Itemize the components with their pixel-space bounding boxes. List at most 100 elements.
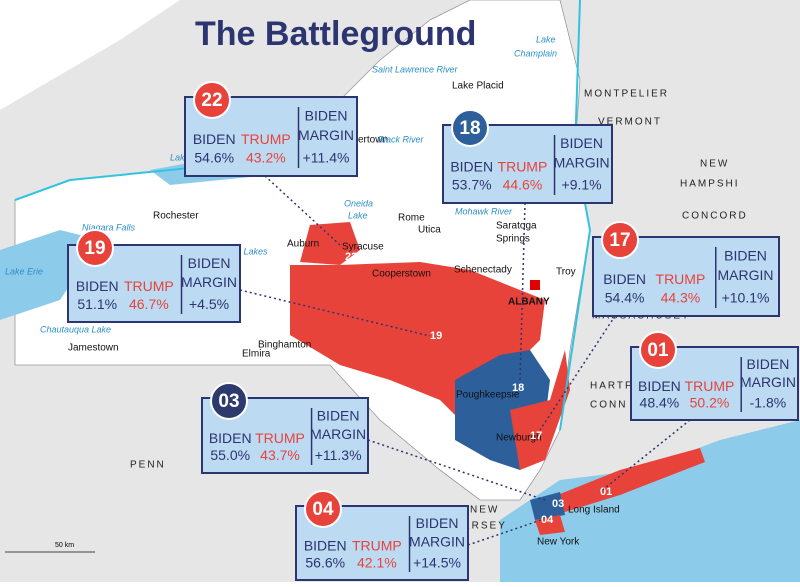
biden-margin: -1.8% <box>750 395 787 411</box>
place-label: Auburn <box>287 239 319 250</box>
title: The Battleground <box>195 15 476 53</box>
margin-label: BIDEN <box>188 255 231 271</box>
place-label: MONTPELIER <box>584 89 669 100</box>
leader-line <box>599 419 691 493</box>
place-label: ertown <box>358 135 388 146</box>
water-label: Lake <box>170 152 190 162</box>
place-label: ERSEY <box>463 521 507 532</box>
biden-share: 55.0% <box>210 447 250 463</box>
margin-label: MARGIN <box>718 267 774 283</box>
water-label: Black River <box>378 134 425 144</box>
district-number: 18 <box>459 118 480 139</box>
biden-margin: +4.5% <box>189 296 229 312</box>
biden-label: BIDEN <box>304 537 347 553</box>
district-04 <box>535 515 565 535</box>
biden-label: BIDEN <box>638 378 681 394</box>
leader-line <box>264 175 341 246</box>
trump-share: 42.1% <box>357 554 397 570</box>
district-map-number: 03 <box>552 498 564 510</box>
district-badge <box>76 229 114 267</box>
place-label: PENN <box>130 460 166 471</box>
margin-label: BIDEN <box>747 356 790 372</box>
district-number: 22 <box>201 90 222 111</box>
water-label: Champlain <box>514 48 557 58</box>
margin-label: BIDEN <box>560 135 603 151</box>
margin-label: MARGIN <box>181 274 237 290</box>
biden-label: BIDEN <box>193 131 236 147</box>
biden-share: 56.6% <box>305 554 345 570</box>
district-map-number: 01 <box>600 486 612 498</box>
biden-label: BIDEN <box>450 159 493 175</box>
biden-label: BIDEN <box>76 278 119 294</box>
place-label: VERMONT <box>598 117 662 128</box>
biden-margin: +10.1% <box>722 289 770 305</box>
biden-margin: +11.3% <box>315 447 362 463</box>
place-label: Poughkeepsie <box>456 390 520 401</box>
district-number: 04 <box>312 499 334 520</box>
biden-margin: +14.5% <box>413 554 461 570</box>
district-map-number: 22 <box>345 251 357 263</box>
district-map-number: 04 <box>541 514 554 526</box>
place-label: Utica <box>418 225 441 236</box>
margin-label: BIDEN <box>317 407 360 423</box>
district-17 <box>510 350 570 470</box>
place-label: CONCORD <box>682 211 748 222</box>
district-badge <box>639 331 677 369</box>
water-label: Oneida <box>344 198 373 208</box>
district-03 <box>530 492 565 520</box>
place-label: NEW <box>470 505 499 516</box>
district-badge <box>304 490 342 528</box>
trump-label: TRUMP <box>685 378 735 394</box>
district-badge <box>601 221 639 259</box>
margin-label: MARGIN <box>409 534 465 550</box>
district-map-number: 18 <box>512 382 524 394</box>
place-label: Schenectady <box>454 265 512 276</box>
trump-label: TRUMP <box>498 159 548 175</box>
water-label: r Lakes <box>238 246 268 256</box>
water-label: Mohawk River <box>455 206 513 216</box>
place-label: HAMPSHI <box>680 179 740 190</box>
margin-label: BIDEN <box>416 515 459 531</box>
place-label: Lake Placid <box>452 81 504 92</box>
district-number: 01 <box>647 340 669 361</box>
place-label: CONN <box>590 400 627 411</box>
place-label: New York <box>537 537 580 548</box>
trump-label: TRUMP <box>124 278 174 294</box>
place-label: Syracuse <box>342 242 384 253</box>
biden-share: 53.7% <box>452 177 492 193</box>
place-label: Newburgh <box>496 433 542 444</box>
trump-share: 43.7% <box>260 447 300 463</box>
trump-label: TRUMP <box>352 537 402 553</box>
district-22 <box>300 222 360 265</box>
water-label: Chautauqua Lake <box>40 324 111 334</box>
district-number: 19 <box>84 238 105 259</box>
water-label: Lake <box>348 210 368 220</box>
biden-share: 54.4% <box>605 289 645 305</box>
water-label: Saint Lawrence River <box>372 64 459 74</box>
margin-label: MARGIN <box>554 155 610 171</box>
capital-marker <box>530 280 540 290</box>
biden-share: 51.1% <box>77 296 117 312</box>
district-number: 03 <box>218 391 239 412</box>
district-badge <box>210 382 248 420</box>
district-badge <box>193 81 231 119</box>
place-label: HARTFORD <box>590 381 661 392</box>
place-label: Jamestown <box>68 343 119 354</box>
place-label: Saratoga <box>496 221 537 232</box>
trump-share: 44.3% <box>661 289 701 305</box>
district-badge <box>451 109 489 147</box>
margin-label: BIDEN <box>724 247 767 263</box>
water-label: Niagara Falls <box>82 222 136 232</box>
margin-label: MARGIN <box>310 426 366 442</box>
margin-label: MARGIN <box>740 374 796 390</box>
margin-label: BIDEN <box>305 107 348 123</box>
trump-label: TRUMP <box>241 131 291 147</box>
trump-share: 46.7% <box>129 296 169 312</box>
trump-label: TRUMP <box>255 430 305 446</box>
biden-label: BIDEN <box>209 430 252 446</box>
margin-label: MARGIN <box>298 127 354 143</box>
canada-land <box>0 0 180 110</box>
water-label: Lake <box>536 34 556 44</box>
